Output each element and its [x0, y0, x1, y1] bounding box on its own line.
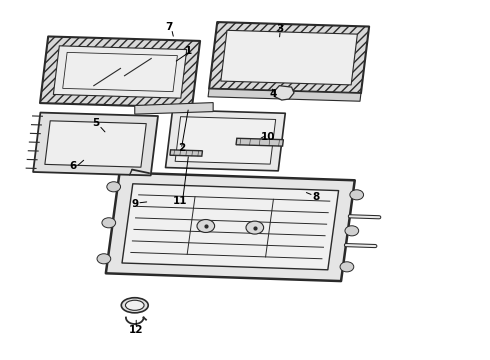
Circle shape [345, 226, 359, 236]
Ellipse shape [125, 300, 144, 310]
Circle shape [97, 254, 111, 264]
Text: 1: 1 [185, 46, 192, 56]
Polygon shape [166, 110, 285, 171]
Circle shape [102, 218, 116, 228]
Circle shape [340, 262, 354, 272]
Polygon shape [40, 36, 200, 108]
Text: 3: 3 [277, 24, 284, 34]
Text: 7: 7 [165, 22, 173, 32]
Polygon shape [236, 138, 283, 146]
Circle shape [246, 221, 264, 234]
Polygon shape [175, 117, 276, 164]
Polygon shape [170, 150, 202, 156]
Ellipse shape [122, 298, 148, 313]
Polygon shape [274, 86, 294, 100]
Polygon shape [208, 89, 361, 101]
Polygon shape [63, 53, 177, 91]
Polygon shape [135, 103, 213, 114]
Text: 12: 12 [129, 325, 144, 335]
Polygon shape [106, 172, 355, 281]
Text: 8: 8 [313, 192, 319, 202]
Polygon shape [221, 30, 357, 85]
Text: 11: 11 [173, 195, 188, 206]
Polygon shape [122, 184, 339, 270]
Polygon shape [45, 121, 146, 167]
Text: 9: 9 [131, 199, 138, 210]
Circle shape [197, 220, 215, 233]
Polygon shape [53, 46, 187, 98]
Text: 6: 6 [69, 161, 76, 171]
Circle shape [350, 190, 364, 200]
Polygon shape [209, 22, 369, 93]
Text: 10: 10 [261, 132, 276, 142]
Text: 2: 2 [178, 143, 185, 153]
Text: 5: 5 [92, 118, 99, 129]
Circle shape [107, 182, 121, 192]
Polygon shape [33, 113, 158, 175]
Text: 4: 4 [270, 89, 277, 99]
